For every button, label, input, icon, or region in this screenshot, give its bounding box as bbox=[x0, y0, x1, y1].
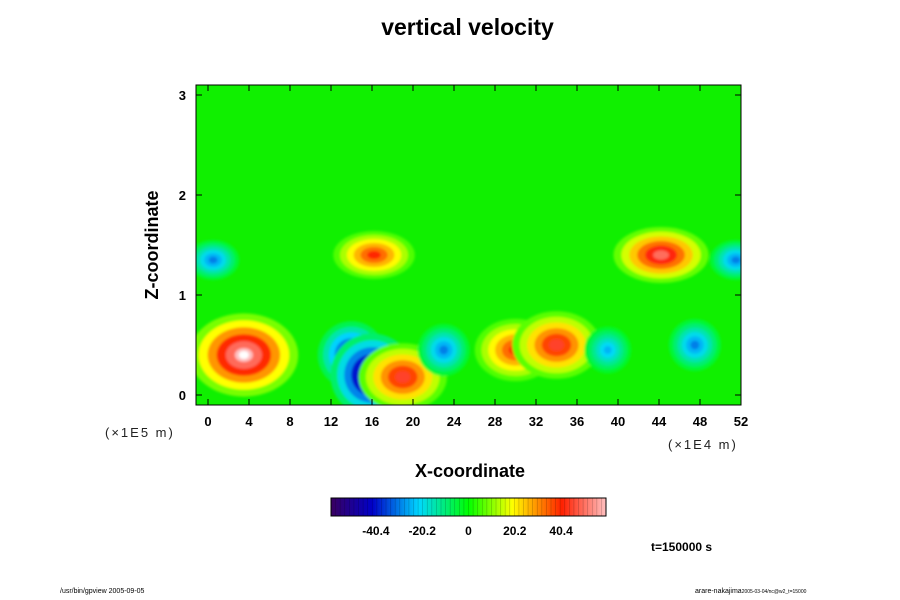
colorbar-tick-label: 0 bbox=[465, 524, 472, 538]
contour-peak bbox=[238, 351, 249, 359]
x-tick-label: 44 bbox=[652, 414, 667, 429]
x-tick-label: 28 bbox=[488, 414, 502, 429]
feature-downdraft bbox=[417, 324, 470, 376]
x-tick-label: 20 bbox=[406, 414, 420, 429]
contour-level bbox=[549, 339, 564, 351]
colorbar-tick-label: -40.4 bbox=[362, 524, 390, 538]
contour-level bbox=[367, 251, 381, 259]
x-scale-label: (×1E4 m) bbox=[668, 437, 738, 452]
footer-right-main: arare-nakajima bbox=[695, 588, 742, 595]
plot-frame bbox=[195, 84, 742, 406]
x-tick-label: 40 bbox=[611, 414, 625, 429]
x-tick-label: 24 bbox=[447, 414, 462, 429]
colorbar-stripes bbox=[335, 498, 602, 516]
y-tick-label: 2 bbox=[179, 188, 186, 203]
x-tick-label: 8 bbox=[286, 414, 293, 429]
footer-left: /usr/bin/gpview 2005-09-05 bbox=[60, 588, 145, 595]
contour-features bbox=[196, 227, 741, 405]
time-label: t=150000 s bbox=[651, 540, 713, 554]
x-tick-label: 0 bbox=[204, 414, 211, 429]
feature-downdraft bbox=[668, 319, 721, 371]
contour-level bbox=[208, 256, 218, 264]
y-scale-label: (×1E5 m) bbox=[105, 425, 175, 440]
contour-level bbox=[603, 346, 612, 354]
footer-right-small: 2005-03-04/nc@w2_t=15000 bbox=[741, 589, 807, 595]
feature-updraft bbox=[196, 313, 299, 397]
y-axis-label: Z-coordinate bbox=[142, 190, 162, 299]
colorbar-tick-label: 40.4 bbox=[549, 524, 573, 538]
feature-updraft bbox=[613, 227, 709, 283]
colorbar bbox=[331, 498, 606, 516]
x-tick-label: 16 bbox=[365, 414, 379, 429]
x-tick-label: 52 bbox=[734, 414, 748, 429]
contour-level bbox=[731, 256, 741, 264]
colorbar-axis: -40.4 -20.2 0 20.2 40.4 bbox=[362, 524, 573, 538]
colorbar-tick-label: 20.2 bbox=[503, 524, 527, 538]
y-tick-label: 3 bbox=[179, 88, 186, 103]
contour-level bbox=[690, 340, 700, 350]
y-tick-label: 1 bbox=[179, 288, 186, 303]
contour-level bbox=[653, 250, 669, 260]
x-axis-label: X-coordinate bbox=[415, 461, 525, 481]
x-tick-label: 12 bbox=[324, 414, 338, 429]
colorbar-frame bbox=[330, 497, 607, 517]
colorbar-tick-label: -20.2 bbox=[409, 524, 437, 538]
x-tick-label: 48 bbox=[693, 414, 707, 429]
x-tick-label: 36 bbox=[570, 414, 584, 429]
feature-downdraft bbox=[196, 240, 240, 280]
x-tick-label: 32 bbox=[529, 414, 543, 429]
chart-title: vertical velocity bbox=[381, 14, 554, 40]
feature-downdraft bbox=[584, 326, 632, 374]
contour-level bbox=[395, 371, 411, 383]
y-axis: 0 1 2 3 bbox=[179, 88, 741, 403]
feature-updraft bbox=[512, 311, 601, 379]
x-axis: 0 4 8 12 16 20 24 28 32 36 40 44 48 52 bbox=[204, 85, 748, 429]
footer-right: arare-nakajima2005-03-04/nc@w2_t=15000 bbox=[695, 588, 806, 595]
feature-updraft bbox=[333, 231, 415, 279]
contour-level bbox=[439, 345, 449, 355]
x-tick-label: 4 bbox=[245, 414, 253, 429]
y-tick-label: 0 bbox=[179, 388, 186, 403]
feature-downdraft bbox=[709, 240, 741, 280]
